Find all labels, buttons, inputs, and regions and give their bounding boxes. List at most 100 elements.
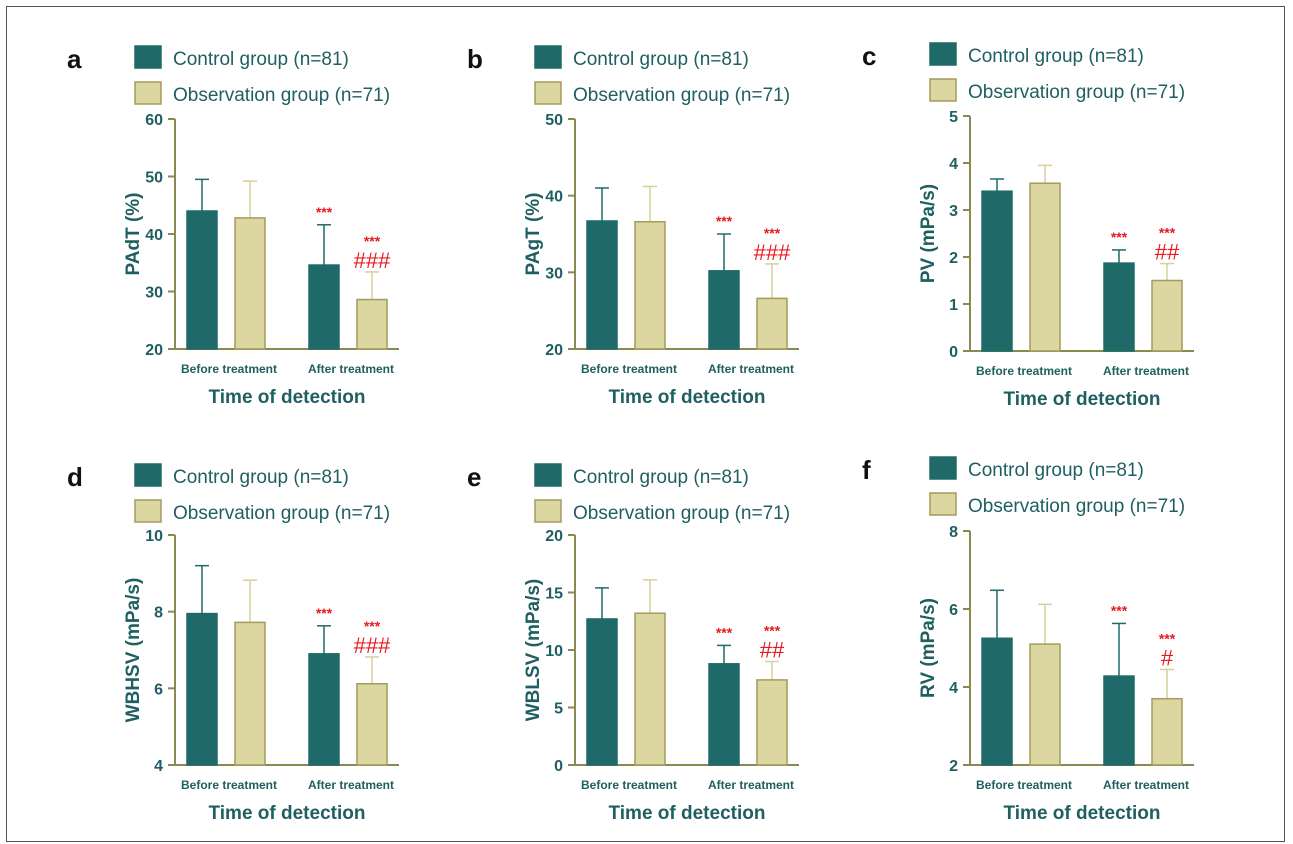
chart-panel-d: d Control group (n=81) Observation group (… <box>67 462 399 824</box>
chart-panel-f: f Control group (n=81) Observation group (… <box>862 455 1194 824</box>
bar-control <box>308 264 340 350</box>
legend-label-control: Control group (n=81) <box>173 467 349 488</box>
y-tick-label: 0 <box>554 758 563 775</box>
significance-stars: *** <box>716 213 733 229</box>
legend-label-control: Control group (n=81) <box>173 49 349 70</box>
panel-letter: d <box>67 462 83 492</box>
figure-frame <box>6 6 1285 842</box>
legend-label-observation: Observation group (n=71) <box>573 85 790 106</box>
significance-stars: *** <box>1111 602 1128 618</box>
y-tick-label: 1 <box>949 297 958 314</box>
y-tick-label: 15 <box>545 586 563 603</box>
x-tick-label: After treatment <box>708 778 794 792</box>
panel-letter: a <box>67 44 82 74</box>
bar-control <box>708 270 740 350</box>
y-axis-title: RV (mPa/s) <box>918 598 939 698</box>
legend-label-control: Control group (n=81) <box>573 467 749 488</box>
bar-observation <box>1029 643 1061 766</box>
legend-label-observation: Observation group (n=71) <box>173 85 390 106</box>
y-tick-label: 40 <box>545 189 563 206</box>
significance-stars: *** <box>1159 630 1176 646</box>
bar-control <box>308 653 340 766</box>
legend-swatch-observation <box>534 81 562 105</box>
y-tick-label: 6 <box>154 681 163 698</box>
y-tick-label: 5 <box>949 109 958 126</box>
legend-label-control: Control group (n=81) <box>968 460 1144 481</box>
legend-swatch-control <box>534 45 562 69</box>
bar-observation <box>1151 279 1183 352</box>
bar-control <box>586 220 618 350</box>
x-axis-title: Time of detection <box>209 803 366 824</box>
y-tick-label: 2 <box>949 250 958 267</box>
significance-stars: *** <box>316 605 333 621</box>
legend-label-control: Control group (n=81) <box>573 49 749 70</box>
y-tick-label: 0 <box>949 344 958 361</box>
significance-stars: *** <box>1111 229 1128 245</box>
significance-stars: *** <box>716 624 733 640</box>
legend-swatch-observation <box>534 499 562 523</box>
legend-swatch-control <box>534 463 562 487</box>
legend-label-observation: Observation group (n=71) <box>968 496 1185 517</box>
y-axis-title: PAdT (%) <box>123 192 144 275</box>
bar-observation <box>356 298 388 350</box>
x-axis-title: Time of detection <box>609 387 766 408</box>
significance-stars: *** <box>364 618 381 634</box>
bar-control <box>1103 262 1135 352</box>
chart-panel-e: e Control group (n=81) Observation group (… <box>467 462 799 824</box>
x-tick-label: Before treatment <box>181 362 277 376</box>
y-tick-label: 30 <box>145 285 163 302</box>
significance-hashes: ### <box>354 248 391 273</box>
panel-letter: f <box>862 455 871 485</box>
y-axis-title: PV (mPa/s) <box>918 184 939 283</box>
bar-observation <box>234 621 266 766</box>
bar-observation <box>356 682 388 766</box>
y-tick-label: 3 <box>949 203 958 220</box>
significance-stars: *** <box>764 623 781 639</box>
x-axis-title: Time of detection <box>209 387 366 408</box>
x-tick-label: Before treatment <box>181 778 277 792</box>
panel-letter: e <box>467 462 481 492</box>
y-tick-label: 2 <box>949 758 958 775</box>
y-tick-label: 5 <box>554 701 563 718</box>
legend-swatch-observation <box>134 499 162 523</box>
x-tick-label: After treatment <box>308 362 394 376</box>
legend-swatch-control <box>134 463 162 487</box>
significance-hashes: # <box>1161 645 1174 670</box>
bar-observation <box>756 679 788 766</box>
y-tick-label: 20 <box>545 528 563 545</box>
panel-letter: c <box>862 41 876 71</box>
bar-observation <box>1029 182 1061 352</box>
significance-hashes: ### <box>354 633 391 658</box>
significance-hashes: ### <box>754 240 791 265</box>
bar-control <box>586 618 618 766</box>
legend-label-observation: Observation group (n=71) <box>968 82 1185 103</box>
bar-observation <box>634 612 666 766</box>
y-axis-title: WBLSV (mPa/s) <box>523 579 544 722</box>
legend-swatch-observation <box>929 492 957 516</box>
legend-label-observation: Observation group (n=71) <box>573 503 790 524</box>
legend-swatch-control <box>929 456 957 480</box>
y-tick-label: 20 <box>545 342 563 359</box>
y-tick-label: 8 <box>949 524 958 541</box>
y-tick-label: 50 <box>145 170 163 187</box>
x-axis-title: Time of detection <box>1004 389 1161 410</box>
chart-panel-b: b Control group (n=81) Observation group (… <box>467 44 799 408</box>
x-tick-label: After treatment <box>1103 364 1189 378</box>
significance-stars: *** <box>764 225 781 241</box>
bar-control <box>981 637 1013 766</box>
bar-observation <box>234 217 266 350</box>
legend-swatch-control <box>134 45 162 69</box>
legend-swatch-observation <box>134 81 162 105</box>
bar-control <box>186 612 218 766</box>
x-tick-label: Before treatment <box>581 362 677 376</box>
significance-hashes: ## <box>1155 240 1180 265</box>
bar-control <box>708 663 740 766</box>
y-tick-label: 4 <box>949 156 958 173</box>
y-tick-label: 30 <box>545 265 563 282</box>
y-tick-label: 6 <box>949 602 958 619</box>
significance-stars: *** <box>1159 225 1176 241</box>
y-tick-label: 10 <box>145 528 163 545</box>
y-tick-label: 50 <box>545 112 563 129</box>
x-tick-label: After treatment <box>708 362 794 376</box>
